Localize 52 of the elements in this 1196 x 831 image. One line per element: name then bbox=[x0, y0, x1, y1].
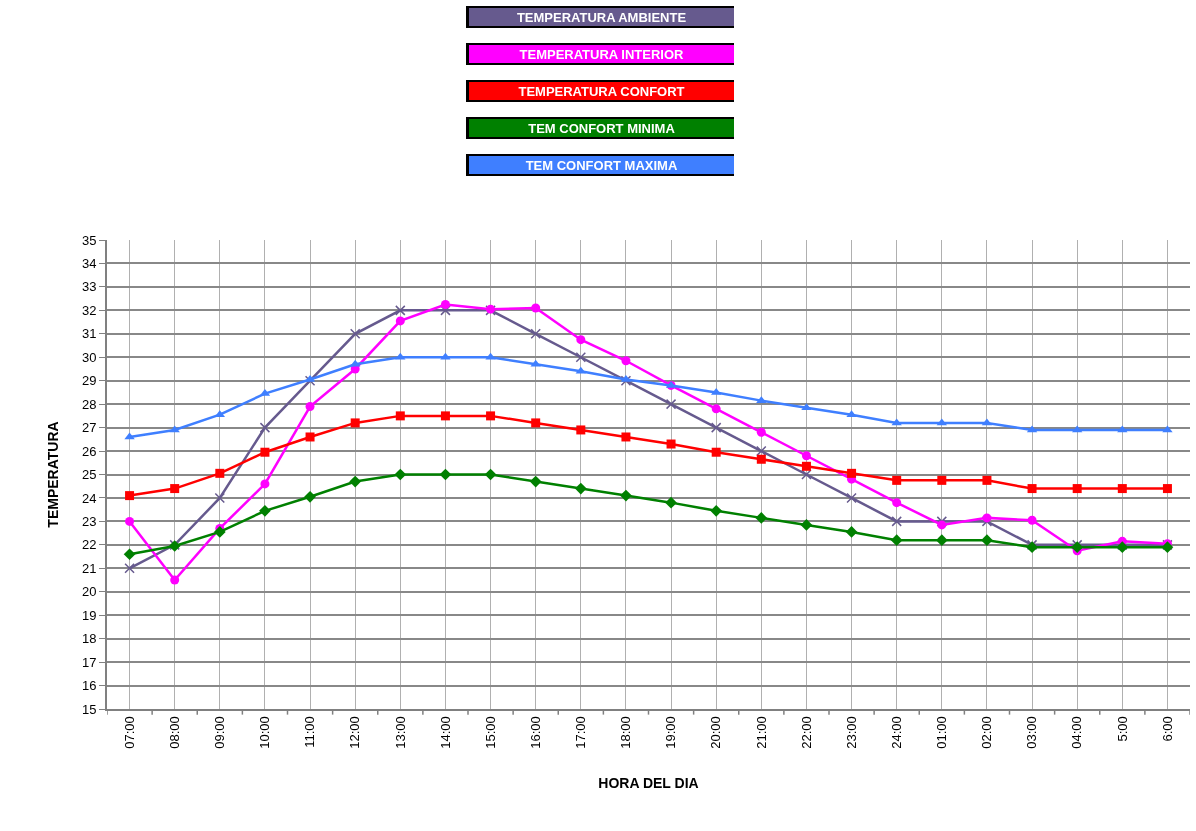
x-tick-label: 5:00 bbox=[1114, 716, 1130, 742]
x-tick-label: 24:00 bbox=[888, 716, 904, 749]
x-tick-label: 09:00 bbox=[212, 716, 228, 749]
text: TEMPERATURA INTERIOR bbox=[466, 43, 734, 65]
text: TEMPERATURA AMBIENTE bbox=[466, 6, 734, 28]
y-tick-label: 17 bbox=[81, 654, 97, 670]
x-tick-label: 19:00 bbox=[663, 716, 679, 749]
y-tick-label: 20 bbox=[81, 584, 97, 600]
x-tick-label: 23:00 bbox=[843, 716, 859, 749]
x-tick-label: 16:00 bbox=[527, 716, 543, 749]
x-tick-label: 21:00 bbox=[753, 716, 769, 749]
x-tick-label: 15:00 bbox=[482, 716, 498, 749]
x-tick-label: 07:00 bbox=[121, 716, 137, 749]
x-tick-label: 08:00 bbox=[166, 716, 182, 749]
x-tick-label: 22:00 bbox=[798, 716, 814, 749]
x-tick-label: 11:00 bbox=[302, 716, 318, 748]
text: TEMPERATURA CONFORT bbox=[466, 80, 734, 102]
x-tick-label: 18:00 bbox=[618, 716, 634, 749]
y-tick-label: 25 bbox=[81, 467, 97, 483]
y-tick-label: 30 bbox=[81, 349, 97, 365]
x-axis-title: HORA DEL DIA bbox=[598, 774, 699, 791]
y-tick-label: 26 bbox=[81, 443, 97, 459]
x-tick-label: 13:00 bbox=[392, 716, 408, 749]
x-tick-label: 03:00 bbox=[1024, 716, 1040, 749]
text: TEM CONFORT MAXIMA bbox=[466, 154, 734, 176]
x-tick-label: 10:00 bbox=[257, 716, 273, 749]
y-tick-label: 33 bbox=[81, 279, 97, 295]
y-tick-label: 22 bbox=[81, 537, 97, 553]
y-tick-label: 24 bbox=[81, 490, 97, 506]
y-tick-label: 32 bbox=[81, 302, 97, 318]
y-tick-label: 21 bbox=[81, 560, 97, 576]
x-tick-label: 6:00 bbox=[1159, 716, 1175, 742]
y-tick-label: 34 bbox=[81, 256, 97, 271]
y-tick-label: 19 bbox=[81, 607, 97, 623]
y-tick-label: 31 bbox=[81, 326, 97, 342]
x-tick-label: 04:00 bbox=[1069, 716, 1085, 749]
y-tick-label: 16 bbox=[81, 678, 97, 694]
x-tick-label: 01:00 bbox=[934, 716, 950, 749]
y-tick-label: 29 bbox=[81, 373, 97, 389]
x-tick-label: 02:00 bbox=[979, 716, 995, 749]
y-tick-label: 27 bbox=[81, 420, 97, 436]
y-axis-title: TEMPERATURA bbox=[45, 421, 62, 528]
x-tick-label: 17:00 bbox=[573, 716, 589, 749]
y-tick-label: 23 bbox=[81, 513, 97, 529]
text: TEM CONFORT MINIMA bbox=[466, 117, 734, 139]
x-tick-label: 14:00 bbox=[437, 716, 453, 749]
y-tick-label: 18 bbox=[81, 631, 97, 647]
x-tick-label: 20:00 bbox=[708, 716, 724, 749]
y-tick-label: 28 bbox=[81, 396, 97, 412]
x-tick-label: 12:00 bbox=[347, 716, 363, 749]
y-tick-label: 35 bbox=[81, 232, 97, 248]
y-tick-label: 15 bbox=[81, 701, 97, 717]
